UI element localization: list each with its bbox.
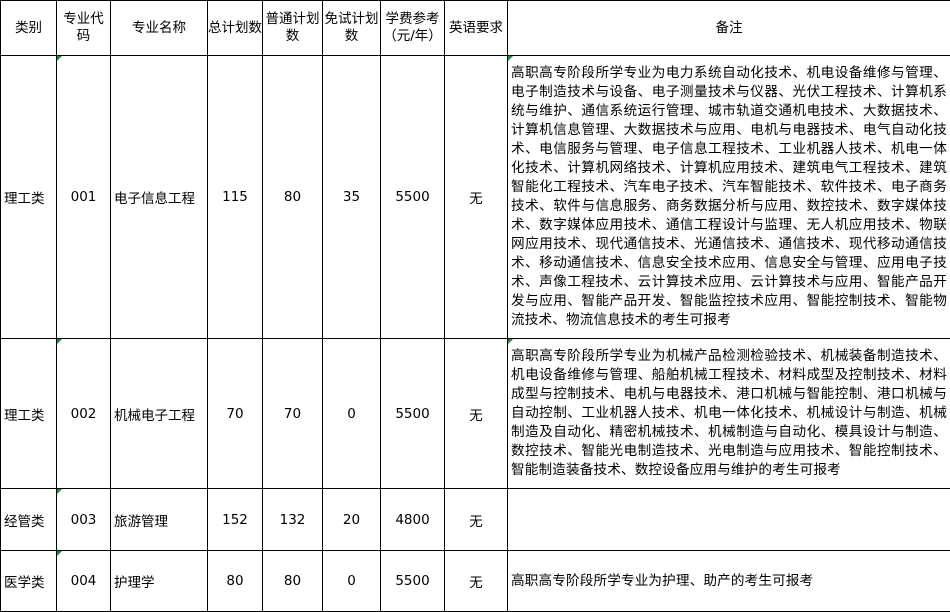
header-name: 专业名称 [111, 1, 208, 56]
header-total: 总计划数 [208, 1, 263, 56]
code-text: 002 [71, 406, 97, 422]
exempt-cell: 35 [323, 56, 381, 339]
header-code: 专业代码 [57, 1, 111, 56]
table-row: 医学类 004 护理学 80 80 0 5500 无 高职高专阶段所学专业为护理… [1, 551, 950, 612]
category-cell: 医学类 [1, 551, 57, 612]
code-cell: 004 [57, 551, 111, 612]
regular-cell: 80 [263, 56, 323, 339]
header-row: 类别 专业代码 专业名称 总计划数 普通计划数 免试计划数 学费参考（元/年） … [1, 1, 950, 56]
total-cell: 80 [208, 551, 263, 612]
name-cell: 电子信息工程 [111, 56, 208, 339]
code-text: 003 [71, 512, 97, 528]
code-text: 001 [71, 189, 97, 205]
english-cell: 无 [445, 551, 508, 612]
note-cell: 高职高专阶段所学专业为护理、助产的考生可报考 [508, 551, 950, 612]
header-regular: 普通计划数 [263, 1, 323, 56]
note-text: 高职高专阶段所学专业为机械产品检测检验技术、机械装备制造技术、机电设备维修与管理… [511, 348, 947, 478]
note-cell: 高职高专阶段所学专业为电力系统自动化技术、机电设备维修与管理、电子制造技术与设备… [508, 56, 950, 339]
category-cell: 理工类 [1, 339, 57, 489]
name-cell: 机械电子工程 [111, 339, 208, 489]
regular-cell: 70 [263, 339, 323, 489]
header-note: 备注 [508, 1, 950, 56]
code-cell: 002 [57, 339, 111, 489]
table-row: 理工类 002 机械电子工程 70 70 0 5500 无 高职高专阶段所学专业… [1, 339, 950, 489]
exempt-cell: 0 [323, 339, 381, 489]
note-text: 高职高专阶段所学专业为电力系统自动化技术、机电设备维修与管理、电子制造技术与设备… [511, 65, 947, 328]
tuition-cell: 5500 [381, 56, 445, 339]
tuition-cell: 4800 [381, 489, 445, 551]
category-cell: 经管类 [1, 489, 57, 551]
code-text: 004 [71, 573, 97, 589]
tuition-cell: 5500 [381, 551, 445, 612]
exempt-cell: 20 [323, 489, 381, 551]
tuition-cell: 5500 [381, 339, 445, 489]
header-english: 英语要求 [445, 1, 508, 56]
english-cell: 无 [445, 489, 508, 551]
table-row: 理工类 001 电子信息工程 115 80 35 5500 无 高职高专阶段所学… [1, 56, 950, 339]
code-cell: 001 [57, 56, 111, 339]
name-cell: 护理学 [111, 551, 208, 612]
english-cell: 无 [445, 339, 508, 489]
name-cell: 旅游管理 [111, 489, 208, 551]
exempt-cell: 0 [323, 551, 381, 612]
header-category: 类别 [1, 1, 57, 56]
note-cell: 高职高专阶段所学专业为机械产品检测检验技术、机械装备制造技术、机电设备维修与管理… [508, 339, 950, 489]
total-cell: 70 [208, 339, 263, 489]
regular-cell: 132 [263, 489, 323, 551]
total-cell: 152 [208, 489, 263, 551]
english-cell: 无 [445, 56, 508, 339]
code-cell: 003 [57, 489, 111, 551]
total-cell: 115 [208, 56, 263, 339]
category-cell: 理工类 [1, 56, 57, 339]
header-tuition: 学费参考（元/年） [381, 1, 445, 56]
note-cell [508, 489, 950, 551]
regular-cell: 80 [263, 551, 323, 612]
header-exempt: 免试计划数 [323, 1, 381, 56]
table-row: 经管类 003 旅游管理 152 132 20 4800 无 [1, 489, 950, 551]
